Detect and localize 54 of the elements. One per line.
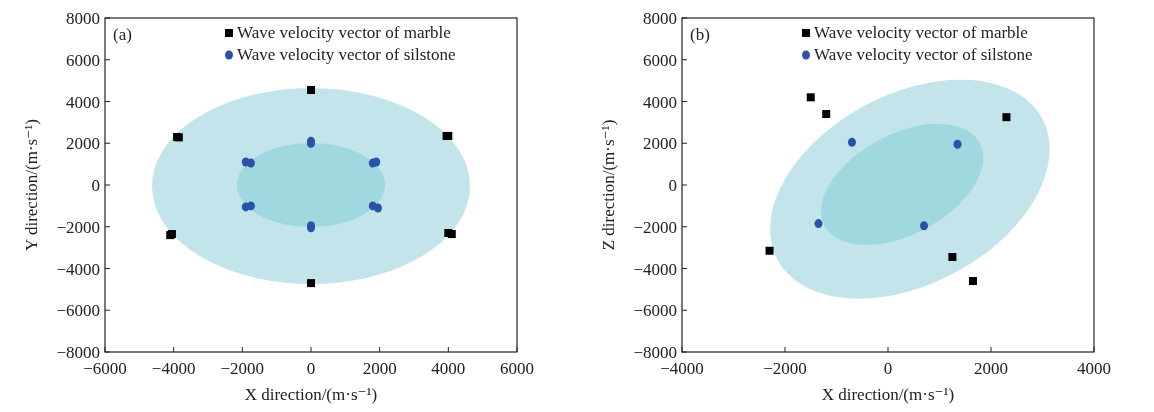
x-axis-title: X direction/(m·s⁻¹) <box>244 385 378 404</box>
y-tick-label: 2000 <box>643 134 677 154</box>
y-tick-label: −6000 <box>56 301 100 321</box>
legend-label: Wave velocity vector of marble <box>237 23 451 42</box>
y-tick-label: −8000 <box>56 343 100 362</box>
x-tick-label: −4000 <box>660 359 704 378</box>
y-tick-label: −2000 <box>56 217 100 237</box>
y-tick-label: 6000 <box>643 50 677 70</box>
y-tick-label: 0 <box>668 176 677 195</box>
annotation: (b) <box>690 25 710 44</box>
point <box>307 86 315 95</box>
x-tick-label: −6000 <box>83 359 127 378</box>
x-tick-label: −2000 <box>220 359 265 378</box>
point <box>920 221 929 231</box>
x-axis-title: X direction/(m·s⁻¹) <box>821 385 955 404</box>
point <box>814 219 823 229</box>
x-tick-label: 6000 <box>500 359 534 378</box>
x-tick-label: −4000 <box>151 359 196 378</box>
legend-label: Wave velocity vector of silstone <box>237 45 456 64</box>
y-axis-title: Z direction/(m·s⁻¹) <box>599 119 618 251</box>
point <box>968 277 977 286</box>
x-tick-label: 2000 <box>362 359 397 378</box>
y-tick-label: 4000 <box>66 92 100 112</box>
x-tick-label: 0 <box>883 359 893 378</box>
y-tick-label: −8000 <box>633 343 677 362</box>
y-tick-label: 0 <box>91 176 100 195</box>
x-tick-label: 4000 <box>1077 359 1111 378</box>
point <box>373 203 382 213</box>
y-tick-label: 2000 <box>66 134 100 154</box>
y-tick-label: −2000 <box>633 217 677 237</box>
point <box>1002 113 1011 122</box>
point <box>806 93 815 102</box>
y-axis-title: Y direction/(m·s⁻¹) <box>22 119 41 251</box>
y-tick-label: −4000 <box>56 259 100 279</box>
y-tick-label: 6000 <box>66 50 100 70</box>
point <box>822 110 831 119</box>
x-tick-label: 0 <box>306 359 316 378</box>
x-tick-label: 2000 <box>974 359 1008 378</box>
point <box>307 279 315 288</box>
point <box>372 157 381 167</box>
x-tick-label: −2000 <box>763 359 807 378</box>
y-tick-label: −4000 <box>633 259 677 279</box>
y-tick-label: 8000 <box>66 9 100 28</box>
x-tick-label: 4000 <box>431 359 466 378</box>
y-tick-label: −6000 <box>633 301 677 321</box>
y-tick-label: 4000 <box>643 92 677 112</box>
point <box>953 139 962 149</box>
legend-label: Wave velocity vector of marble <box>814 23 1028 42</box>
point <box>948 253 957 262</box>
y-tick-label: 8000 <box>643 9 677 28</box>
legend-label: Wave velocity vector of silstone <box>814 45 1033 64</box>
annotation: (a) <box>113 25 132 44</box>
point <box>847 137 856 147</box>
point <box>765 246 774 255</box>
